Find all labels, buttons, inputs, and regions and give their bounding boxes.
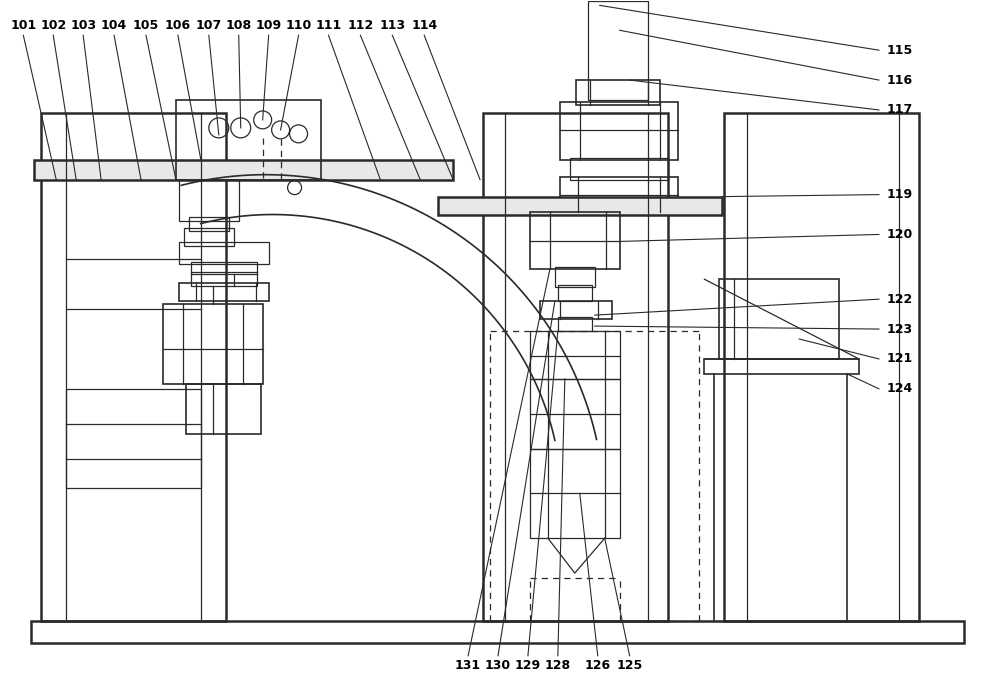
Bar <box>704 359 859 374</box>
Bar <box>558 285 592 301</box>
Text: 115: 115 <box>887 43 913 56</box>
Bar <box>176 100 320 180</box>
Text: 128: 128 <box>545 659 571 672</box>
Text: 107: 107 <box>196 19 222 32</box>
Bar <box>189 216 229 232</box>
Bar <box>555 267 595 287</box>
Text: 129: 129 <box>515 659 541 672</box>
Bar <box>719 279 839 359</box>
Text: 131: 131 <box>455 659 481 672</box>
Text: 120: 120 <box>887 228 913 241</box>
Text: 104: 104 <box>101 19 127 32</box>
Bar <box>438 196 722 214</box>
Bar <box>530 379 620 449</box>
Bar <box>179 243 269 265</box>
Bar <box>724 113 919 621</box>
Text: 125: 125 <box>617 659 643 672</box>
Text: 106: 106 <box>165 19 191 32</box>
Text: 121: 121 <box>887 353 913 365</box>
Text: 116: 116 <box>887 74 913 87</box>
Bar <box>184 229 234 247</box>
Text: 111: 111 <box>315 19 342 32</box>
Text: 112: 112 <box>347 19 374 32</box>
Bar <box>540 301 612 319</box>
Bar <box>530 331 620 379</box>
Bar <box>31 621 964 643</box>
Text: 101: 101 <box>10 19 36 32</box>
Bar <box>191 272 257 286</box>
Text: 102: 102 <box>40 19 66 32</box>
Text: 113: 113 <box>379 19 405 32</box>
Bar <box>483 113 668 621</box>
Text: 103: 103 <box>70 19 96 32</box>
Bar <box>576 80 660 105</box>
Text: 110: 110 <box>285 19 312 32</box>
Bar <box>530 212 620 269</box>
Bar <box>570 158 668 180</box>
Bar <box>34 160 453 180</box>
Text: 122: 122 <box>887 293 913 306</box>
Text: 123: 123 <box>887 322 913 336</box>
Bar <box>560 176 678 212</box>
Text: 124: 124 <box>887 382 913 395</box>
Text: 105: 105 <box>133 19 159 32</box>
Text: 130: 130 <box>485 659 511 672</box>
Text: 109: 109 <box>256 19 282 32</box>
Text: 117: 117 <box>887 103 913 116</box>
Text: 114: 114 <box>411 19 437 32</box>
Bar <box>179 180 239 221</box>
Bar <box>163 304 263 384</box>
Bar <box>179 283 269 301</box>
Bar <box>66 389 201 489</box>
Bar <box>588 1 648 100</box>
Bar <box>560 102 678 160</box>
Bar <box>41 113 226 621</box>
Bar <box>530 449 620 538</box>
Text: 119: 119 <box>887 188 913 201</box>
Text: 126: 126 <box>585 659 611 672</box>
Text: 108: 108 <box>226 19 252 32</box>
Bar <box>191 263 257 274</box>
Bar <box>186 384 261 433</box>
Bar <box>558 317 592 331</box>
